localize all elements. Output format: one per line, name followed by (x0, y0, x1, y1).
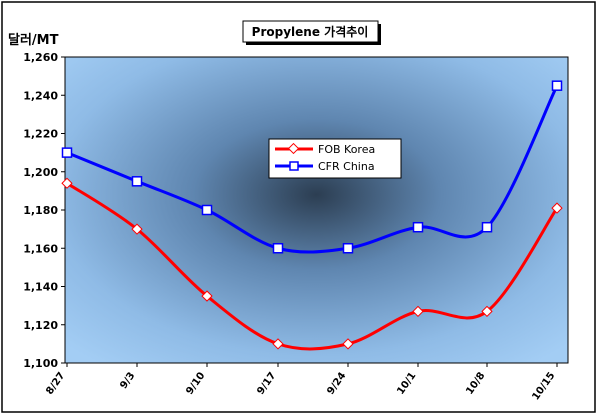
legend-label-cfr-china: CFR China (318, 160, 375, 173)
y-tick-label: 1,160 (23, 242, 58, 255)
title-box: Propylene 가격추이 (242, 20, 381, 45)
data-point-fob-korea (481, 305, 493, 318)
y-tick-label: 1,220 (23, 128, 58, 141)
data-point-cfr-china (342, 243, 354, 254)
data-point-fob-korea (412, 305, 424, 318)
y-tick-label: 1,100 (23, 357, 58, 370)
y-axis-label: 달러/MT (8, 32, 59, 48)
series-markers (61, 80, 563, 350)
plot-area (64, 56, 569, 364)
data-point-fob-korea (342, 338, 354, 350)
y-tick-label: 1,180 (23, 204, 58, 217)
data-point-cfr-china (551, 80, 563, 91)
data-point-fob-korea (551, 202, 563, 214)
data-point-cfr-china (412, 221, 424, 233)
data-point-fob-korea (272, 338, 284, 350)
legend-marker-cfr-china (289, 161, 299, 171)
data-point-cfr-china (272, 243, 284, 254)
data-point-fob-korea (201, 290, 213, 302)
legend-label-fob-korea: FOB Korea (318, 143, 375, 156)
data-point-fob-korea (61, 177, 73, 189)
data-point-cfr-china (131, 176, 143, 187)
chart-title: Propylene 가격추이 (252, 24, 369, 39)
data-point-cfr-china (201, 204, 213, 216)
data-point-cfr-china (61, 147, 73, 158)
y-tick-label: 1,260 (23, 51, 58, 64)
y-axis: 1,100 1,120 1,140 1,160 1,180 1,200 1,220 1,240… (23, 51, 65, 370)
data-point-fob-korea (131, 223, 143, 235)
y-tick-label: 1,140 (23, 281, 58, 294)
legend: FOB Korea CFR China (268, 138, 402, 179)
y-tick-label: 1,120 (23, 319, 58, 332)
data-point-cfr-china (481, 221, 493, 233)
y-tick-label: 1,240 (23, 89, 58, 102)
y-tick-label: 1,200 (23, 166, 58, 179)
legend-marker-fob-korea (287, 142, 300, 155)
